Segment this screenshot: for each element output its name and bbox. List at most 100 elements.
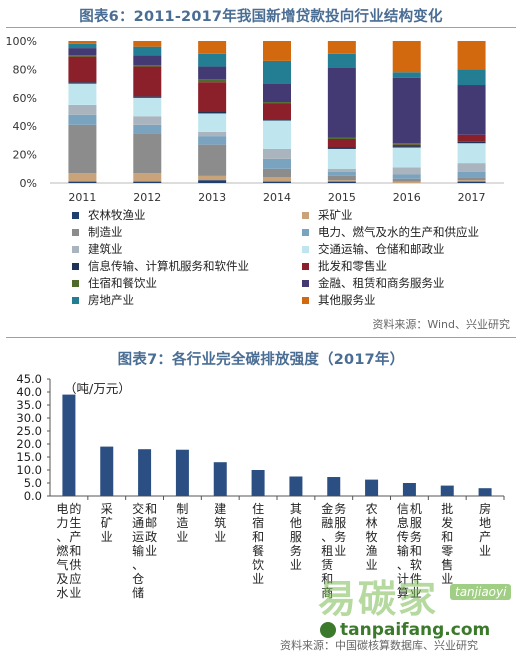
legend-swatch xyxy=(72,296,79,304)
x-category-char: 业 xyxy=(69,586,81,600)
x-category-char: 批 xyxy=(441,501,453,516)
watermark-big-text: 易碳家 xyxy=(318,577,439,621)
stacked-bar-segment xyxy=(133,41,162,47)
legend-swatch xyxy=(72,279,79,287)
x-category-char: 售 xyxy=(441,557,453,572)
x-category-label: 房地产业 xyxy=(479,501,491,558)
x-category-char: 业 xyxy=(290,558,302,572)
stacked-bar-segment xyxy=(198,180,227,183)
x-category-char: 、 xyxy=(132,558,144,572)
x-category-char: 制 xyxy=(176,502,188,516)
x-category-char: 业 xyxy=(410,586,422,600)
x-category-char: 、 xyxy=(397,558,409,572)
bar xyxy=(62,394,76,496)
stacked-bar-segment xyxy=(457,180,486,182)
stacked-bar-segment xyxy=(133,124,162,134)
legend-label: 房地产业 xyxy=(88,293,134,307)
stacked-bar-segment xyxy=(68,82,97,84)
x-category-char: 农 xyxy=(366,502,378,516)
x-category-char: 通 xyxy=(132,516,144,530)
stacked-bar-segment xyxy=(263,83,291,103)
stacked-bar-segment xyxy=(263,168,291,178)
chart1-source: 资料来源：Wind、兴业研究 xyxy=(372,318,510,331)
x-category-char: 地 xyxy=(479,516,491,530)
stacked-bar-segment xyxy=(457,171,486,178)
stacked-bar-segment xyxy=(392,72,421,78)
stacked-bar-segment xyxy=(198,113,227,132)
stacked-bar-segment xyxy=(198,79,227,83)
y-tick-label: 30.0 xyxy=(16,411,42,425)
legend-item: 房地产业 xyxy=(72,292,134,308)
x-category-char: 建 xyxy=(214,502,226,516)
legend-swatch xyxy=(302,245,309,253)
legend-item: 建筑业 xyxy=(72,241,123,257)
x-tick-label: 2014 xyxy=(263,191,291,204)
y-tick-label: 35.0 xyxy=(16,398,42,412)
x-category-label: 电力、燃气及水 的生产和供应业 xyxy=(56,501,81,600)
x-category-char: 融 xyxy=(321,516,333,530)
x-category-char: 业 xyxy=(101,530,113,544)
x-category-char: 业 xyxy=(366,558,378,572)
x-category-char: 和 xyxy=(410,544,422,558)
x-tick-label: 2013 xyxy=(198,191,226,204)
x-category-label: 交通运输、仓储 和邮政业 xyxy=(132,501,157,600)
stacked-bar-segment xyxy=(133,46,162,56)
stacked-bar-segment xyxy=(198,41,227,54)
stacked-bar-segment xyxy=(133,181,162,183)
x-category-char: 务 xyxy=(334,501,346,516)
stacked-bar-segment xyxy=(457,69,486,86)
legend-label: 住宿和餐饮业 xyxy=(88,276,157,290)
stacked-bar-segment xyxy=(327,180,356,182)
stacked-bar-segment xyxy=(327,67,356,138)
chart2-source: 资料来源：中国碳核算数据库、兴业研究 xyxy=(280,639,478,652)
stacked-bar-segment xyxy=(392,143,421,145)
legend-item: 住宿和餐饮业 xyxy=(72,275,157,291)
stacked-bar-segment xyxy=(327,138,356,148)
stacked-bar-segment xyxy=(457,134,486,142)
x-category-char: 软 xyxy=(410,558,422,572)
stacked-bar-segment xyxy=(327,148,356,169)
legend-label: 信息传输、计算机服务和软件业 xyxy=(88,259,249,273)
stacked-bar-segment xyxy=(327,171,356,176)
x-category-char: 和 xyxy=(321,572,333,586)
x-tick-label: 2016 xyxy=(393,191,421,204)
x-category-char: 金 xyxy=(321,501,333,516)
stacked-bar-segment xyxy=(263,41,291,61)
stacked-bar-segment xyxy=(327,53,356,68)
stacked-bar-segment xyxy=(198,53,227,67)
x-category-char: 林 xyxy=(366,516,378,530)
x-category-char: 运 xyxy=(132,530,144,544)
x-category-char: 发 xyxy=(441,515,453,530)
x-category-char: 及 xyxy=(56,572,68,586)
x-category-char: 住 xyxy=(252,502,264,516)
legend-item: 采矿业 xyxy=(302,207,353,223)
bar xyxy=(440,485,454,496)
x-category-char: 业 xyxy=(214,530,226,544)
x-category-label: 制造业 xyxy=(176,502,188,544)
x-category-label: 建筑业 xyxy=(214,502,226,544)
x-category-char: 件 xyxy=(410,572,422,586)
x-category-char: 和 xyxy=(252,530,264,544)
x-category-label: 其他服务业 xyxy=(290,502,302,572)
y-tick-label: 80% xyxy=(13,63,37,76)
x-category-char: 气 xyxy=(56,557,68,572)
stacked-bar-segment xyxy=(133,66,162,97)
x-category-char: 政 xyxy=(145,530,157,544)
legend-item: 其他服务业 xyxy=(302,292,376,308)
x-category-char: 水 xyxy=(56,586,68,600)
x-category-label: 信息传输、计算 机服务和软件业 xyxy=(397,502,422,600)
x-category-char: 应 xyxy=(69,571,81,586)
stacked-bar-segment xyxy=(263,177,291,182)
stacked-bar-segment xyxy=(133,65,162,67)
x-category-char: 计 xyxy=(397,572,409,586)
stacked-bar-segment xyxy=(68,114,97,125)
y-tick-label: 15.0 xyxy=(16,450,42,464)
stacked-bar-segment xyxy=(133,173,162,182)
stacked-bar-segment xyxy=(392,178,421,182)
x-category-label: 住宿和餐饮业 xyxy=(252,502,264,586)
x-tick-label: 2012 xyxy=(133,191,161,204)
legend-item: 电力、燃气及水的生产和供应业 xyxy=(302,224,479,240)
stacked-bar-segment xyxy=(263,119,291,121)
x-category-char: 输 xyxy=(132,543,144,558)
